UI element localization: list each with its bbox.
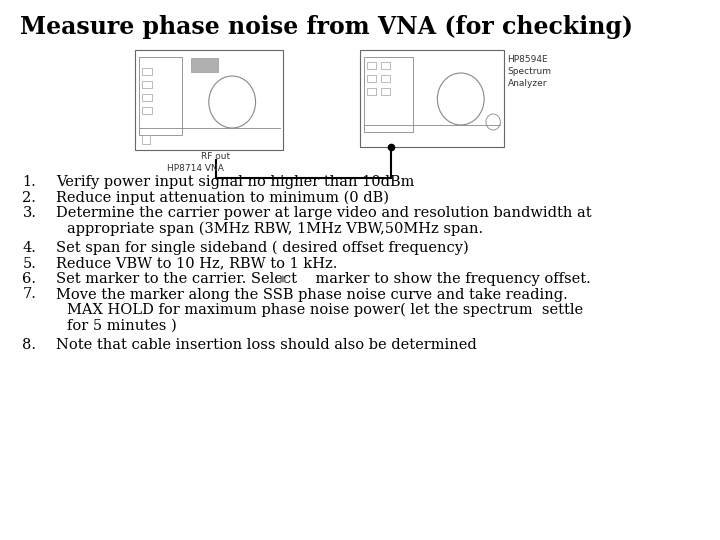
Text: RF out: RF out [202, 152, 230, 161]
Bar [367, 88, 376, 95]
Bar [135, 50, 284, 150]
Text: MAX HOLD for maximum phase noise power( let the spectrum  settle: MAX HOLD for maximum phase noise power( … [68, 303, 584, 318]
Bar [191, 58, 217, 72]
Bar [138, 57, 181, 135]
Text: ▲: ▲ [279, 273, 287, 283]
Circle shape [209, 76, 256, 128]
Text: Move the marker along the SSB phase noise curve and take reading.: Move the marker along the SSB phase nois… [55, 287, 567, 301]
Text: 7.: 7. [22, 287, 37, 301]
Text: for 5 minutes ): for 5 minutes ) [68, 319, 177, 333]
Text: HP8714 VNA: HP8714 VNA [167, 164, 224, 173]
Bar [142, 107, 152, 114]
Bar [367, 62, 376, 69]
Text: appropriate span (3MHz RBW, 1MHz VBW,50MHz span.: appropriate span (3MHz RBW, 1MHz VBW,50M… [68, 221, 484, 236]
Text: Verify power input signal no higher than 10dBm: Verify power input signal no higher than… [55, 175, 414, 189]
Bar [364, 57, 413, 132]
Bar [381, 62, 390, 69]
Text: 6.: 6. [22, 272, 37, 286]
Text: HP8594E
Spectrum
Analyzer: HP8594E Spectrum Analyzer [508, 55, 552, 87]
Text: Set marker to the carrier. Select    marker to show the frequency offset.: Set marker to the carrier. Select marker… [55, 272, 590, 286]
Bar [360, 50, 504, 147]
Text: 3.: 3. [22, 206, 37, 220]
Bar [381, 75, 390, 82]
Text: 4.: 4. [22, 241, 37, 255]
Bar [142, 81, 152, 88]
Text: Set span for single sideband ( desired offset frequency): Set span for single sideband ( desired o… [55, 241, 469, 255]
Text: Note that cable insertion loss should also be determined: Note that cable insertion loss should al… [55, 338, 477, 352]
Text: Measure phase noise from VNA (for checking): Measure phase noise from VNA (for checki… [19, 15, 633, 39]
Bar [142, 68, 152, 75]
Bar [367, 75, 376, 82]
Text: 2.: 2. [22, 191, 37, 205]
Text: Reduce input attenuation to minimum (0 dB): Reduce input attenuation to minimum (0 d… [55, 191, 389, 205]
Bar [381, 88, 390, 95]
Text: 5.: 5. [22, 256, 37, 271]
Bar [142, 135, 150, 144]
Circle shape [486, 114, 500, 130]
Text: 8.: 8. [22, 338, 37, 352]
Text: Determine the carrier power at large video and resolution bandwidth at: Determine the carrier power at large vid… [55, 206, 591, 220]
Text: 1.: 1. [22, 175, 36, 189]
Circle shape [437, 73, 484, 125]
Bar [142, 94, 152, 101]
Text: Reduce VBW to 10 Hz, RBW to 1 kHz.: Reduce VBW to 10 Hz, RBW to 1 kHz. [55, 256, 337, 271]
